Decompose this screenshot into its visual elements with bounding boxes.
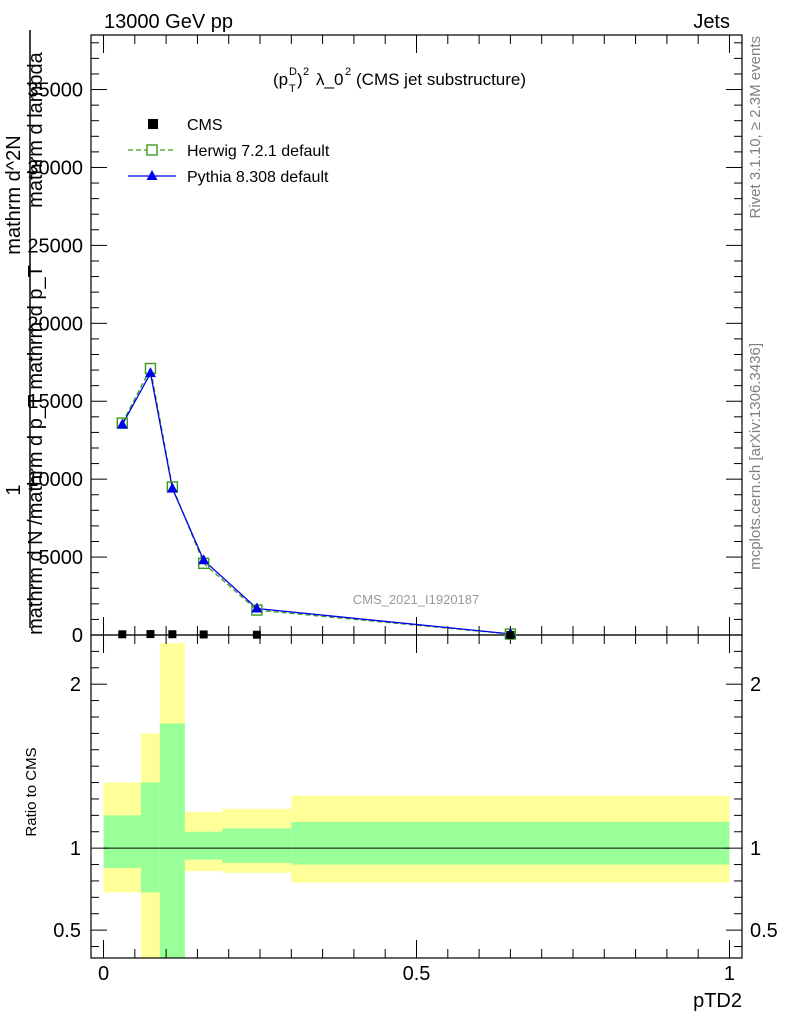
x-tick-label: 1 [724, 963, 735, 985]
pythia-point [166, 482, 178, 493]
cms-point [118, 630, 127, 639]
ylabel-one: 1 [3, 484, 25, 495]
legend-label: Pythia 8.308 default [187, 169, 329, 186]
ratio-band-inner [291, 821, 730, 865]
cms-point [146, 630, 155, 639]
ratio-y-tick-label: 2 [750, 674, 761, 696]
x-tick-label: 0 [98, 963, 109, 985]
ylabel-numerator: mathrm d^2N [3, 135, 25, 254]
ratio-band-inner [103, 815, 142, 868]
y-tick-label: 10000 [27, 469, 83, 491]
pythia-point [198, 554, 210, 565]
y-tick-label: 5000 [39, 547, 84, 569]
x-axis-label: pTD2 [693, 990, 742, 1012]
cms-point [199, 630, 208, 639]
svg-text:): ) [297, 70, 303, 89]
herwig-line [121, 366, 511, 635]
pythia-point [144, 367, 156, 378]
x-tick-label: 0.5 [403, 963, 431, 985]
svg-text:D: D [289, 66, 297, 78]
ratio-y-tick-label: 1 [70, 838, 81, 860]
analysis-watermark: CMS_2021_I1920187 [353, 592, 480, 607]
ylabel-numerator-lambda: mathrm d lambda [25, 51, 47, 207]
cms-point [506, 630, 515, 639]
ratio-y-axis-label: Ratio to CMS [23, 747, 40, 836]
svg-text:(CMS jet substructure): (CMS jet substructure) [356, 70, 526, 89]
y-tick-label: 25000 [27, 235, 83, 257]
series-layer [116, 362, 517, 640]
svg-text:λ_0: λ_0 [316, 70, 343, 89]
ratio-band-inner [184, 831, 223, 860]
ratio-band-inner [222, 828, 292, 863]
y-tick-label: 15000 [27, 391, 83, 413]
rivet-label: Rivet 3.1.10, ≥ 2.3M events [747, 36, 764, 219]
energy-label: 13000 GeV pp [104, 11, 233, 33]
cms-point [252, 630, 261, 639]
ratio-plot-frame: 0 0.5 1 0.5 0.5 1 1 2 2 [53, 634, 778, 985]
y-tick-label: 30000 [27, 157, 83, 179]
svg-text:2: 2 [303, 66, 309, 78]
svg-text:T: T [289, 83, 296, 95]
ratio-bands [103, 643, 730, 958]
main-plot-frame: 0 5000 10000 15000 20000 25000 30000 35000 [27, 34, 743, 647]
mcplots-label: mcplots.cern.ch [arXiv:1306.3436] [747, 343, 764, 570]
plot-title: (p D T ) 2 λ_0 2 (CMS jet substructure) [273, 66, 526, 95]
ratio-y-tick-label: 0.5 [750, 920, 778, 942]
legend-pythia-marker [146, 170, 158, 180]
legend-cms-marker [148, 119, 158, 129]
y-tick-label: 35000 [27, 80, 83, 102]
ratio-y-tick-label: 0.5 [53, 920, 81, 942]
main-y-axis-label: 1 mathrm d N /mathrm d p_T mathrm d p_T … [3, 30, 47, 635]
y-tick-label: 0 [72, 625, 83, 647]
legend-label: CMS [187, 117, 223, 134]
y-tick-label: 20000 [27, 313, 83, 335]
pythia-point [251, 602, 263, 613]
ratio-y-tick-label: 2 [70, 674, 81, 696]
ratio-band-inner [141, 782, 160, 893]
cms-point [168, 630, 177, 639]
pythia-point [116, 418, 128, 429]
ratio-y-tick-label: 1 [750, 838, 761, 860]
legend-label: Herwig 7.2.1 default [187, 143, 330, 160]
legend-herwig-marker [146, 144, 158, 156]
svg-text:(p: (p [273, 70, 288, 89]
pythia-line [121, 371, 511, 635]
svg-text:2: 2 [345, 66, 351, 78]
category-label: Jets [693, 11, 730, 33]
legend: CMS Herwig 7.2.1 default Pythia 8.308 defa… [128, 117, 330, 186]
ratio-band-inner [159, 723, 185, 958]
